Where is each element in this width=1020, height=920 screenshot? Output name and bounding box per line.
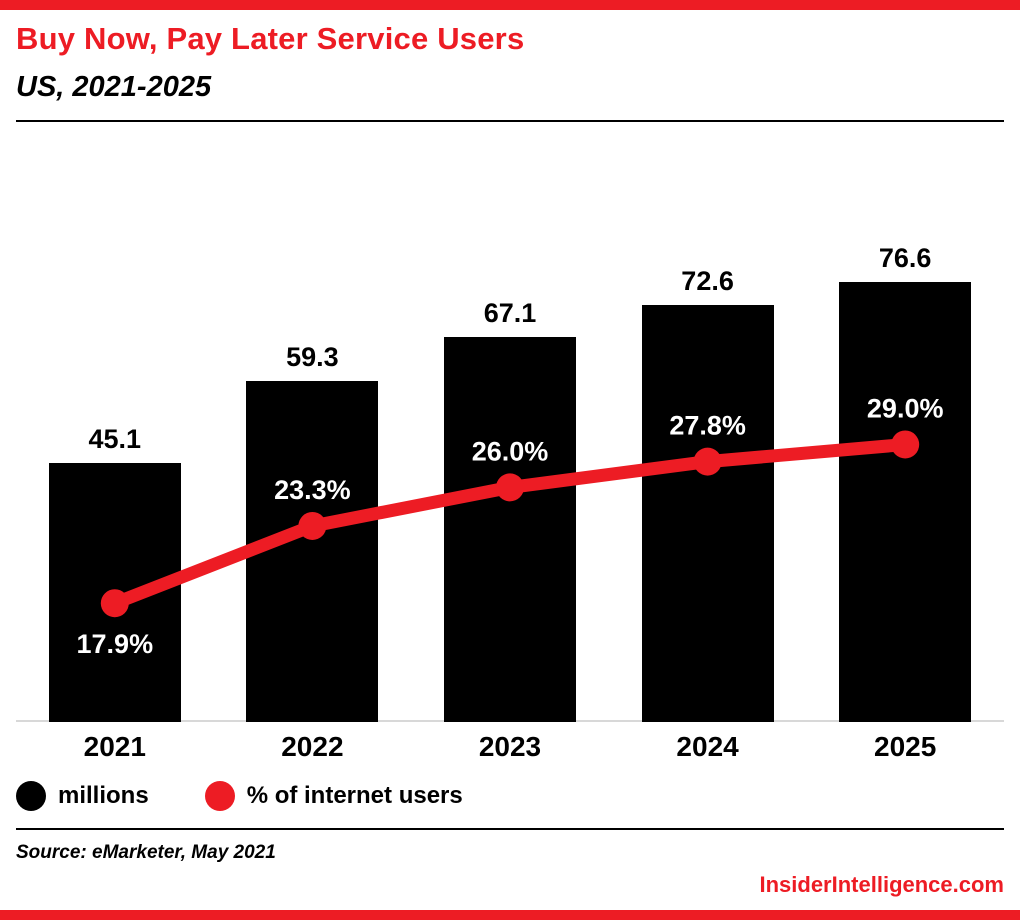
line-value-label-2025: 29.0%	[867, 393, 944, 423]
header-divider	[16, 120, 1004, 122]
bottom-red-strip	[0, 910, 1020, 920]
plot-area: 45.1 59.3 67.1 72.6 76.6 17.9% 23.3% 26.0% 27.8…	[16, 134, 1004, 722]
line-dot-2022	[298, 511, 327, 540]
bar-2022	[246, 381, 379, 722]
chart-subtitle: US, 2021-2025	[16, 71, 212, 103]
line-value-label-2021: 17.9%	[77, 629, 154, 659]
bar-column-2024: 72.6	[609, 134, 807, 722]
source-note: Source: eMarketer, May 2021	[16, 842, 276, 863]
legend: millions % of internet users	[0, 780, 1020, 812]
bar-2023	[443, 336, 576, 722]
line-dot-2021	[100, 589, 129, 618]
legend-dot-millions	[16, 781, 46, 811]
line-dot-2024	[693, 447, 722, 476]
line-value-label-2024: 27.8%	[669, 411, 746, 441]
bar-value-label-2023: 67.1	[483, 297, 537, 328]
bar-2025	[839, 282, 972, 722]
legend-label-percent: % of internet users	[246, 782, 463, 809]
legend-label-millions: millions	[58, 782, 149, 809]
percent-line-overlay: 17.9% 23.3% 26.0% 27.8% 29.0%	[77, 393, 944, 659]
percent-line	[108, 438, 912, 610]
top-red-strip	[0, 0, 1020, 10]
x-axis-label-2025: 2025	[874, 731, 937, 762]
legend-item-percent: % of internet users	[204, 781, 463, 811]
bar-columns: 45.1 59.3 67.1 72.6 76.6	[16, 134, 1004, 722]
x-axis-label-2023: 2023	[478, 731, 542, 762]
line-value-label-2022: 23.3%	[274, 475, 351, 505]
chart-header: Buy Now, Pay Later Service Users US, 202…	[0, 0, 1020, 122]
legend-item-millions: millions	[16, 781, 149, 811]
legend-dot-percent	[204, 781, 235, 811]
chart-title: Buy Now, Pay Later Service Users	[16, 21, 525, 56]
bar-column-2025: 76.6	[806, 134, 1004, 722]
bar-value-label-2025: 76.6	[878, 243, 932, 273]
line-value-label-2023: 26.0%	[472, 436, 549, 466]
bar-2024	[641, 305, 774, 722]
bar-value-label-2021: 45.1	[88, 423, 142, 454]
brand-name: InsiderIntelligence.com	[759, 872, 1004, 897]
line-dot-2025	[891, 430, 920, 459]
bar-value-label-2024: 72.6	[681, 266, 734, 296]
x-axis-labels: 2021 2022 2023 2024 2025	[16, 722, 1004, 764]
x-axis-label-2024: 2024	[676, 731, 739, 762]
bar-value-label-2022: 59.3	[286, 342, 339, 373]
bar-column-2023: 67.1	[411, 134, 609, 722]
chart-area: 45.1 59.3 67.1 72.6 76.6 17.9% 23.3% 26.0% 27.8…	[0, 134, 1020, 764]
line-dot-2023	[496, 473, 524, 502]
bar-column-2022: 59.3	[214, 134, 412, 722]
footer-divider	[16, 828, 1004, 830]
x-axis-label-2022: 2022	[281, 731, 344, 762]
chart-footer: Source: eMarketer, May 2021 InsiderIntel…	[0, 828, 1020, 898]
x-axis-label-2021: 2021	[83, 731, 146, 762]
